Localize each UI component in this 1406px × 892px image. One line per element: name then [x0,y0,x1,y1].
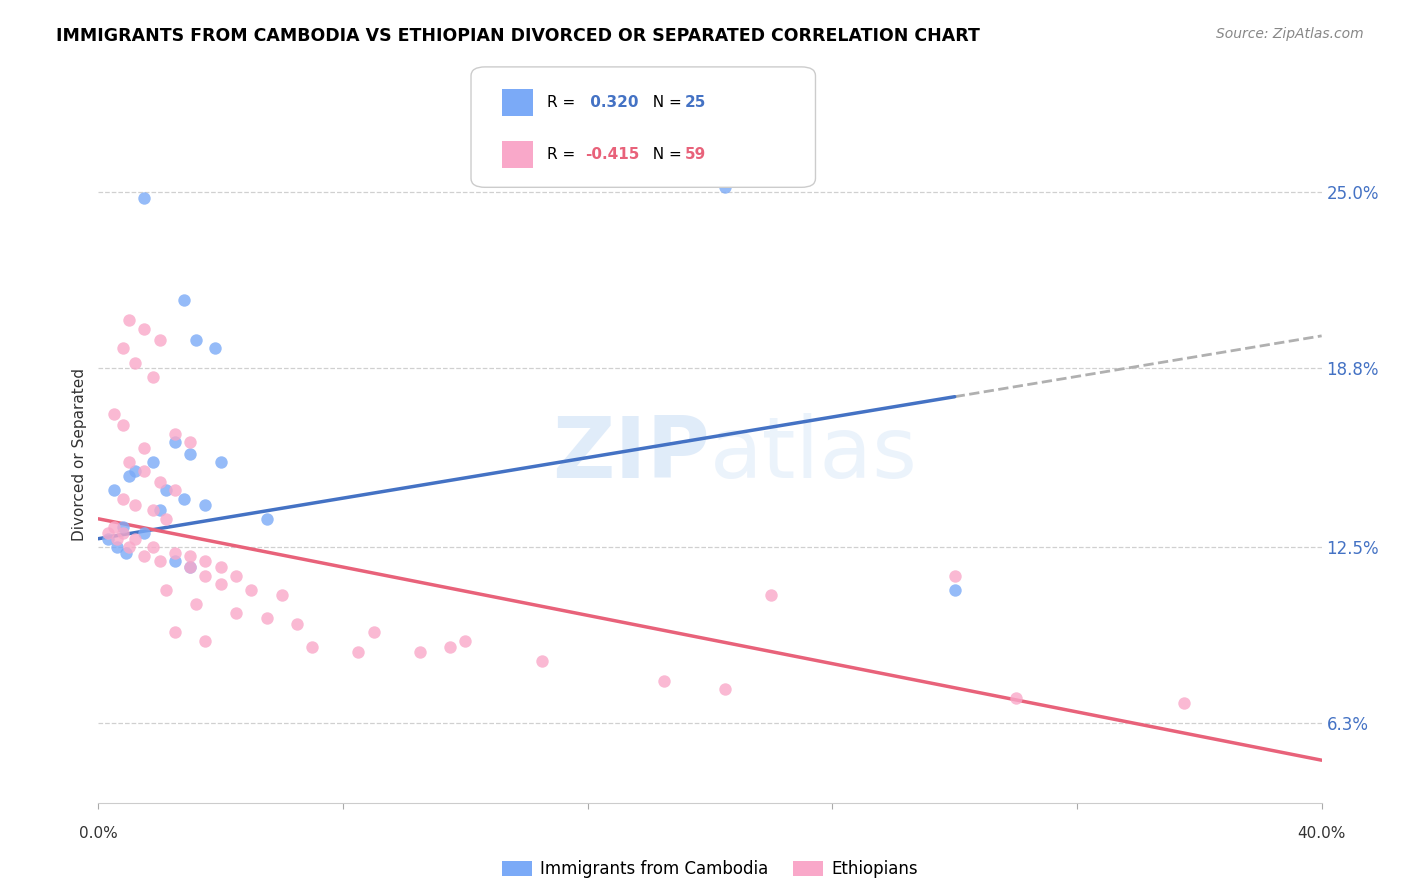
Point [209,577,232,591]
Point [943,582,966,597]
Point [173,491,195,506]
Point [163,625,186,640]
Point [124,532,146,546]
Point [124,464,146,478]
Point [134,526,156,541]
Point [363,625,385,640]
Point [97,532,120,546]
Point [1004,690,1026,705]
Point [714,179,737,194]
Text: atlas: atlas [710,413,918,497]
Point [155,512,177,526]
Point [163,554,186,568]
Point [204,342,226,356]
Point [652,673,675,688]
Point [256,512,278,526]
Point [124,356,146,370]
Text: R =: R = [547,95,581,110]
Point [225,568,247,582]
Point [194,498,217,512]
Text: 0.320: 0.320 [585,95,638,110]
Point [761,589,783,603]
Point [408,645,430,659]
Point [943,568,966,582]
Point [115,546,138,560]
Point [103,407,125,421]
Point [1173,697,1195,711]
Text: ZIP: ZIP [553,413,710,497]
Point [194,554,217,568]
Text: 0.0%: 0.0% [79,825,118,840]
Point [155,483,177,498]
Point [285,616,308,631]
Point [97,526,120,541]
Point [714,682,737,697]
Text: 40.0%: 40.0% [1298,825,1346,840]
Point [149,554,172,568]
Point [111,520,134,534]
Point [149,503,172,517]
Point [134,321,156,335]
Text: Source: ZipAtlas.com: Source: ZipAtlas.com [1216,27,1364,41]
Point [103,520,125,534]
Point [155,582,177,597]
Point [134,441,156,455]
Point [105,532,128,546]
Text: 59: 59 [685,147,706,161]
Point [163,483,186,498]
Point [179,435,201,450]
Point [163,435,186,450]
Point [142,455,165,469]
Text: N =: N = [643,147,686,161]
Point [270,589,294,603]
Point [118,540,141,554]
Point [194,568,217,582]
Point [142,369,165,384]
Point [118,455,141,469]
Legend: Immigrants from Cambodia, Ethiopians: Immigrants from Cambodia, Ethiopians [495,854,925,885]
Point [179,560,201,574]
Point [194,634,217,648]
Point [163,546,186,560]
Point [142,540,165,554]
Point [179,549,201,563]
Point [454,634,477,648]
Point [105,540,128,554]
Point [118,469,141,483]
Point [225,606,247,620]
Point [209,455,232,469]
Point [186,597,208,611]
Text: R =: R = [547,147,581,161]
Text: N =: N = [643,95,686,110]
Point [240,582,263,597]
Point [134,191,156,205]
Point [347,645,370,659]
Point [103,483,125,498]
Point [179,446,201,460]
Text: 25: 25 [685,95,706,110]
Point [134,464,156,478]
Text: IMMIGRANTS FROM CAMBODIA VS ETHIOPIAN DIVORCED OR SEPARATED CORRELATION CHART: IMMIGRANTS FROM CAMBODIA VS ETHIOPIAN DI… [56,27,980,45]
Point [111,491,134,506]
Point [134,549,156,563]
Point [179,560,201,574]
Point [186,333,208,347]
Point [209,560,232,574]
Point [256,611,278,625]
Point [439,640,461,654]
Point [149,333,172,347]
Point [118,313,141,327]
Point [111,418,134,433]
Point [149,475,172,489]
Point [111,342,134,356]
Text: -0.415: -0.415 [585,147,640,161]
Y-axis label: Divorced or Separated: Divorced or Separated [72,368,87,541]
Point [163,426,186,441]
Point [124,498,146,512]
Point [142,503,165,517]
Point [111,526,134,541]
Point [173,293,195,307]
Point [530,654,553,668]
Point [301,640,323,654]
